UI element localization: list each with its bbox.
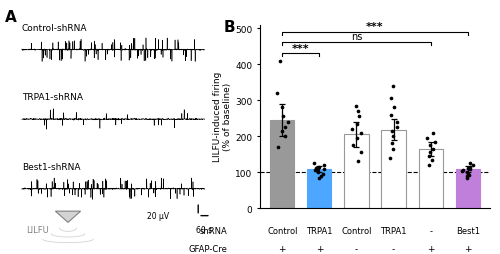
Point: [354, 160, 362, 164]
Point: [350, 144, 358, 148]
Text: TRPA1: TRPA1: [306, 226, 332, 235]
Point: [425, 154, 433, 158]
Text: Best1: Best1: [456, 226, 479, 235]
Point: [357, 131, 365, 135]
Point: [465, 173, 473, 177]
Text: +: +: [278, 244, 286, 253]
Point: [388, 113, 396, 117]
Point: [429, 147, 437, 151]
Point: [390, 147, 398, 151]
Polygon shape: [56, 211, 80, 223]
Point: [390, 106, 398, 110]
Point: [352, 104, 360, 108]
Point: [314, 170, 322, 174]
Point: [458, 170, 466, 174]
Point: [459, 169, 467, 173]
Text: -: -: [429, 226, 432, 235]
Point: [464, 166, 472, 170]
Point: [278, 106, 286, 110]
Point: [386, 156, 394, 160]
Text: B: B: [223, 20, 235, 35]
Bar: [270, 120, 294, 208]
Text: shRNA: shRNA: [200, 226, 228, 235]
Point: [276, 59, 283, 63]
Point: [274, 91, 281, 96]
Point: [430, 131, 438, 135]
Text: Best1-shRNA: Best1-shRNA: [22, 162, 80, 171]
Point: [469, 163, 477, 167]
Bar: [308, 170, 332, 208]
Point: [313, 168, 321, 172]
Bar: [344, 135, 368, 208]
Point: [426, 144, 434, 148]
Point: [310, 162, 318, 166]
Point: [426, 151, 434, 155]
Point: [316, 176, 324, 180]
Point: [312, 166, 320, 170]
Point: [466, 165, 474, 169]
Point: [353, 136, 361, 140]
Point: [315, 165, 323, 169]
Point: [280, 125, 288, 130]
Text: GFAP-Cre: GFAP-Cre: [189, 244, 228, 253]
Text: ***: ***: [366, 22, 384, 32]
Point: [278, 129, 285, 133]
Point: [394, 125, 402, 130]
Text: Control-shRNA: Control-shRNA: [22, 24, 88, 33]
Point: [431, 140, 439, 144]
Text: +: +: [464, 244, 471, 253]
Text: 60 s: 60 s: [196, 225, 212, 234]
Point: [464, 172, 472, 176]
Point: [463, 170, 471, 174]
Text: +: +: [316, 244, 323, 253]
Text: Control: Control: [341, 226, 372, 235]
Point: [390, 135, 398, 139]
Point: [388, 129, 396, 133]
Text: TRPA1: TRPA1: [380, 226, 407, 235]
Point: [428, 158, 436, 162]
Text: 20 μV: 20 μV: [146, 211, 169, 220]
Text: -: -: [392, 244, 395, 253]
Point: [466, 168, 474, 172]
Point: [388, 142, 396, 146]
Point: [320, 163, 328, 167]
Text: A: A: [5, 10, 17, 25]
Point: [463, 176, 471, 180]
Point: [278, 115, 286, 119]
Text: Control: Control: [267, 226, 298, 235]
Point: [348, 127, 356, 131]
Point: [320, 167, 328, 171]
Y-axis label: LILFU-induced firing
(% of baseline): LILFU-induced firing (% of baseline): [213, 72, 233, 162]
Point: [318, 172, 326, 176]
Point: [310, 169, 318, 173]
Point: [389, 84, 397, 88]
Point: [423, 136, 431, 140]
Point: [274, 145, 281, 149]
Point: [284, 120, 292, 124]
Point: [466, 162, 474, 166]
Point: [392, 120, 400, 124]
Text: LILFU: LILFU: [26, 225, 49, 234]
Point: [387, 97, 395, 101]
Bar: [382, 130, 406, 208]
Point: [354, 109, 362, 114]
Point: [425, 163, 433, 167]
Bar: [418, 149, 442, 208]
Text: ns: ns: [351, 32, 362, 42]
Point: [352, 122, 360, 126]
Text: TRPA1-shRNA: TRPA1-shRNA: [22, 93, 83, 102]
Point: [358, 151, 366, 155]
Bar: [456, 170, 480, 208]
Point: [355, 115, 363, 119]
Point: [318, 174, 326, 178]
Text: ***: ***: [292, 43, 310, 53]
Point: [463, 175, 471, 179]
Text: -: -: [355, 244, 358, 253]
Text: +: +: [427, 244, 434, 253]
Point: [282, 135, 290, 139]
